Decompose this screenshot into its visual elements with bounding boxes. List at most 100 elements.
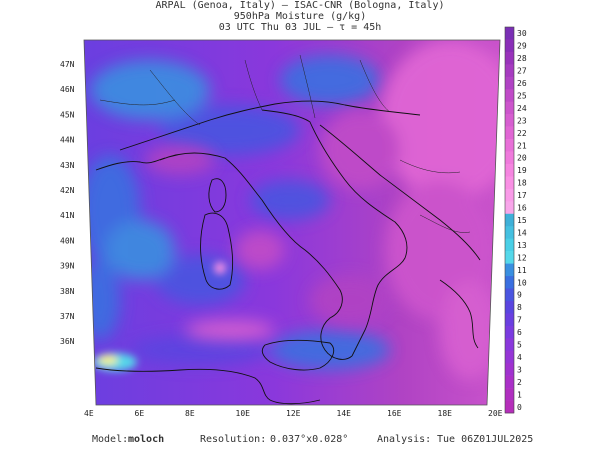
map-frame bbox=[83, 39, 501, 406]
lon-label: 8E bbox=[185, 409, 195, 418]
colorbar-label: 17 bbox=[517, 191, 527, 200]
colorbar-label: 14 bbox=[517, 228, 527, 237]
resolution-label: Resolution: bbox=[200, 434, 267, 445]
colorbar-label: 20 bbox=[517, 154, 527, 163]
colorbar-segment bbox=[505, 363, 514, 376]
colorbar-label: 19 bbox=[517, 166, 527, 175]
colorbar-segment bbox=[505, 251, 514, 264]
lat-label: 46N bbox=[60, 85, 75, 94]
lat-label: 45N bbox=[60, 110, 75, 119]
colorbar-segment bbox=[505, 139, 514, 152]
moisture-field bbox=[84, 40, 500, 405]
colorbar-segment bbox=[505, 188, 514, 202]
colorbar-label: 30 bbox=[517, 29, 527, 38]
lon-label: 18E bbox=[438, 409, 453, 418]
header-institutions: ARPAL (Genoa, Italy) – ISAC-CNR (Bologna… bbox=[155, 0, 445, 11]
lon-label: 12E bbox=[286, 409, 301, 418]
colorbar-label: 12 bbox=[517, 253, 527, 262]
colorbar-label: 23 bbox=[517, 116, 527, 125]
colorbar-label: 21 bbox=[517, 141, 527, 150]
colorbar-segment bbox=[505, 213, 514, 227]
lat-label: 36N bbox=[60, 337, 75, 346]
borders bbox=[99, 54, 471, 233]
watermark-text: ARPAL bbox=[140, 408, 168, 418]
lon-label: 20E bbox=[488, 409, 503, 418]
colorbar-label: 25 bbox=[517, 91, 527, 100]
header-variable: 950hPa Moisture (g/kg) bbox=[233, 11, 367, 22]
colorbar-label: 16 bbox=[517, 204, 527, 213]
lon-label: 10E bbox=[236, 409, 251, 418]
lat-label: 42N bbox=[60, 186, 75, 195]
colorbar-label: 9 bbox=[517, 291, 522, 300]
lat-label: 40N bbox=[60, 236, 75, 245]
colorbar-segment bbox=[505, 89, 514, 103]
colorbar-segment bbox=[505, 163, 514, 177]
colorbar-segment bbox=[505, 388, 514, 401]
colorbar-segment bbox=[505, 114, 514, 127]
colorbar-label: 8 bbox=[517, 303, 522, 312]
colorbar-segment bbox=[505, 39, 514, 53]
header-time: 03 UTC Thu 03 JUL – τ = 45h bbox=[218, 22, 382, 33]
colorbar-segment bbox=[505, 375, 514, 389]
watermark-text: ARPAL bbox=[380, 408, 408, 418]
colorbar-label: 29 bbox=[517, 42, 527, 51]
resolution-value: 0.037°x0.028° bbox=[270, 434, 349, 445]
colorbar-label: 22 bbox=[517, 129, 527, 138]
colorbar-label: 11 bbox=[517, 266, 527, 275]
colorbar-label: 13 bbox=[517, 241, 527, 250]
lat-label: 38N bbox=[60, 287, 75, 296]
colorbar-segment bbox=[505, 226, 514, 239]
colorbar-segment bbox=[505, 126, 514, 140]
lat-label: 39N bbox=[60, 262, 75, 271]
lon-label: 14E bbox=[337, 409, 352, 418]
latitude-labels: 47N 46N 45N 44N 43N 42N 41N 40N 39N 38N 37N 36N bbox=[60, 60, 75, 346]
colorbar-label: 28 bbox=[517, 54, 527, 63]
lon-label: 4E bbox=[84, 409, 94, 418]
lat-label: 41N bbox=[60, 211, 75, 220]
colorbar-label: 0 bbox=[517, 403, 522, 412]
colorbar-segment bbox=[505, 176, 514, 190]
analysis-value: Tue 06Z01JUL2025 bbox=[437, 434, 534, 445]
colorbar-segment bbox=[505, 300, 514, 314]
longitude-labels: 4E 6E 8E 10E 12E 14E 16E 18E 20E bbox=[84, 409, 503, 418]
colorbar-label: 26 bbox=[517, 79, 527, 88]
colorbar-segment bbox=[505, 350, 514, 364]
colorbar-label: 5 bbox=[517, 341, 522, 350]
colorbar-segment bbox=[505, 101, 514, 115]
watermarks: ARPAL ARPAL ARPAL bbox=[140, 408, 408, 418]
lon-label: 16E bbox=[387, 409, 402, 418]
colorbar-label: 3 bbox=[517, 365, 522, 374]
colorbar-segment bbox=[505, 325, 514, 339]
colorbar-segment bbox=[505, 27, 514, 40]
colorbar-segment bbox=[505, 151, 514, 165]
lat-label: 47N bbox=[60, 60, 75, 69]
colorbar-label: 7 bbox=[517, 316, 522, 325]
colorbar-segment bbox=[505, 51, 514, 65]
colorbar-segment bbox=[505, 288, 514, 302]
watermark-text: ARPAL bbox=[270, 408, 298, 418]
colorbar-label: 18 bbox=[517, 179, 527, 188]
colorbar-label: 1 bbox=[517, 390, 522, 399]
colorbar-segment bbox=[505, 313, 514, 327]
model-label: Model: bbox=[92, 434, 129, 445]
colorbar-label: 15 bbox=[517, 216, 527, 225]
colorbar-segment bbox=[505, 64, 514, 78]
colorbar-segment bbox=[505, 238, 514, 252]
colorbar-segment bbox=[505, 201, 514, 215]
colorbar-segment bbox=[505, 276, 514, 289]
colorbar-label: 4 bbox=[517, 353, 522, 362]
colorbar-segment bbox=[505, 400, 514, 414]
coastlines bbox=[95, 100, 481, 405]
colorbar-label: 10 bbox=[517, 278, 527, 287]
colorbar-label: 24 bbox=[517, 104, 527, 113]
colorbar-segment bbox=[505, 76, 514, 90]
colorbar-label: 6 bbox=[517, 328, 522, 337]
colorbar-segment bbox=[505, 338, 514, 352]
colorbar-segment bbox=[505, 263, 514, 277]
lat-label: 44N bbox=[60, 136, 75, 145]
colorbar-label: 2 bbox=[517, 378, 522, 387]
colorbar: 3029282726252423222120191817161514131211… bbox=[504, 26, 527, 414]
lat-label: 43N bbox=[60, 161, 75, 170]
colorbar-frame bbox=[504, 26, 515, 414]
